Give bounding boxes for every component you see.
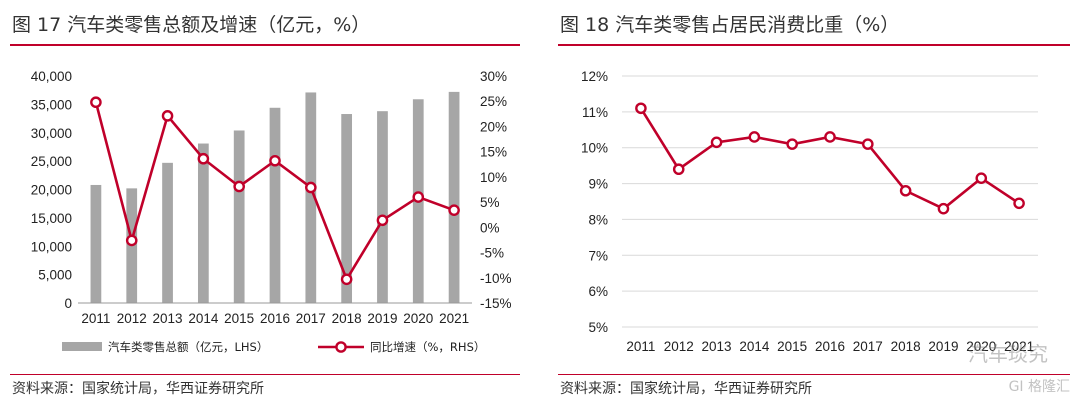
left-chart-title: 图 17 汽车类零售总额及增速（亿元，%） [12, 14, 371, 36]
x-tick-label: 2011 [626, 339, 655, 354]
x-tick-label: 2021 [1004, 339, 1034, 354]
right-chart-title: 图 18 汽车类零售占居民消费比重（%） [560, 14, 900, 36]
bar-2018 [341, 114, 353, 304]
y-tick-label: 5% [588, 320, 608, 335]
x-tick-label: 2019 [928, 339, 958, 354]
share-line [639, 107, 1020, 211]
x-tick-label: 2021 [439, 311, 469, 326]
growth-point-2016 [269, 154, 281, 167]
legend-bar-swatch [62, 342, 102, 351]
x-tick-label: 2012 [664, 339, 694, 354]
x-tick-label: 2015 [777, 339, 807, 354]
y-left-tick-label: 30,000 [31, 126, 72, 141]
y-left-tick-label: 15,000 [31, 211, 72, 226]
y-tick-label: 10% [581, 141, 608, 156]
y-tick-label: 6% [588, 284, 608, 299]
y-left-tick-label: 40,000 [31, 69, 72, 84]
growth-point-2019 [376, 214, 389, 227]
right-chart-source: 资料来源：国家统计局，华西证券研究所 [560, 381, 812, 397]
y-tick-label: 12% [581, 69, 608, 84]
x-tick-label: 2016 [260, 311, 290, 326]
x-tick-label: 2019 [367, 311, 397, 326]
growth-point-2018 [340, 273, 353, 286]
bar-2016 [269, 107, 281, 303]
y-right-tick-label: 30% [480, 69, 507, 84]
share-point-2014 [748, 131, 761, 143]
legend-line-marker [335, 341, 347, 353]
left-chart-panel: 图 17 汽车类零售总额及增速（亿元，%） 0 5,000 10,000 15,000… [0, 0, 530, 403]
y-left-tick-label: 5,000 [38, 268, 72, 283]
legend-bar-label: 汽车类零售总额（亿元，LHS） [108, 340, 268, 354]
growth-point-2014 [197, 152, 210, 165]
bar-2019 [377, 111, 388, 303]
left-title-rule [10, 44, 520, 46]
bar-2013 [162, 162, 173, 303]
y-left-tick-label: 0 [64, 296, 72, 311]
x-tick-label: 2017 [296, 311, 326, 326]
bar-2017 [305, 92, 317, 304]
y-right-tick-label: 20% [480, 119, 507, 134]
share-point-2012 [672, 163, 685, 176]
bar-2014 [197, 143, 209, 303]
x-tick-label: 2017 [853, 339, 883, 354]
x-tick-label: 2018 [332, 311, 362, 326]
x-tick-label: 2012 [117, 311, 147, 326]
right-chart-svg: 5% 6% 7% 8% 9% 10% 11% 12% 2011 2012 2013 2014 2015 2… [581, 69, 1038, 354]
growth-point-2013 [161, 110, 174, 122]
share-point-2019 [937, 202, 950, 215]
y-right-tick-label: -15% [480, 296, 512, 311]
y-left-tick-label: 25,000 [31, 154, 72, 169]
x-tick-label: 2020 [966, 339, 996, 354]
legend-line-label: 同比增速（%，RHS） [370, 340, 485, 354]
share-point-2016 [824, 131, 836, 143]
growth-point-2021 [448, 204, 460, 216]
y-tick-label: 7% [588, 248, 608, 263]
left-chart-svg: 0 5,000 10,000 15,000 20,000 25,000 30,000 35,0… [31, 69, 512, 354]
x-tick-label: 2014 [739, 339, 770, 354]
y-right-tick-label: 0% [480, 220, 500, 235]
share-point-2017 [862, 138, 874, 150]
bar-2011 [90, 184, 102, 303]
bar-2021 [448, 91, 460, 303]
y-right-tick-label: 15% [480, 145, 507, 160]
x-tick-label: 2014 [188, 311, 219, 326]
y-left-tick-label: 20,000 [31, 183, 72, 198]
watermark-corner: GI 格隆汇 [1008, 379, 1070, 395]
share-point-2015 [786, 138, 798, 150]
x-tick-label: 2018 [891, 339, 921, 354]
y-tick-label: 8% [588, 212, 608, 227]
x-tick-label: 2013 [153, 311, 183, 326]
share-point-2013 [710, 136, 723, 149]
x-tick-label: 2016 [815, 339, 845, 354]
left-source-rule [10, 374, 520, 375]
share-point-2021 [1013, 197, 1025, 210]
growth-point-2011 [90, 96, 102, 109]
growth-point-2017 [305, 181, 317, 194]
growth-point-2012 [125, 234, 138, 247]
y-right-tick-label: -5% [480, 246, 504, 261]
left-chart-source: 资料来源：国家统计局，华西证券研究所 [12, 381, 264, 397]
y-right-tick-label: -10% [480, 271, 512, 286]
y-left-tick-label: 10,000 [31, 239, 72, 254]
share-point-2020 [975, 172, 988, 184]
right-title-rule [558, 44, 1070, 46]
share-point-2011 [635, 102, 647, 115]
right-source-rule [558, 374, 1070, 375]
x-tick-label: 2013 [702, 339, 732, 354]
right-chart-panel: 图 18 汽车类零售占居民消费比重（%） 5% 6% 7% 8% 9% 10% 11% 12%… [548, 0, 1080, 403]
y-right-tick-label: 10% [480, 170, 507, 185]
y-right-tick-label: 25% [480, 94, 507, 109]
x-tick-label: 2015 [224, 311, 254, 326]
x-tick-label: 2020 [403, 311, 433, 326]
y-tick-label: 9% [588, 177, 608, 192]
bar-2015 [233, 130, 245, 303]
x-tick-label: 2011 [81, 311, 110, 326]
y-right-tick-label: 5% [480, 195, 500, 210]
growth-point-2015 [233, 180, 245, 193]
y-tick-label: 11% [582, 105, 608, 120]
y-left-tick-label: 35,000 [31, 97, 72, 112]
growth-point-2020 [412, 191, 425, 203]
watermark-logo: 汽车琰究 [968, 342, 1048, 366]
share-point-2018 [899, 184, 912, 197]
